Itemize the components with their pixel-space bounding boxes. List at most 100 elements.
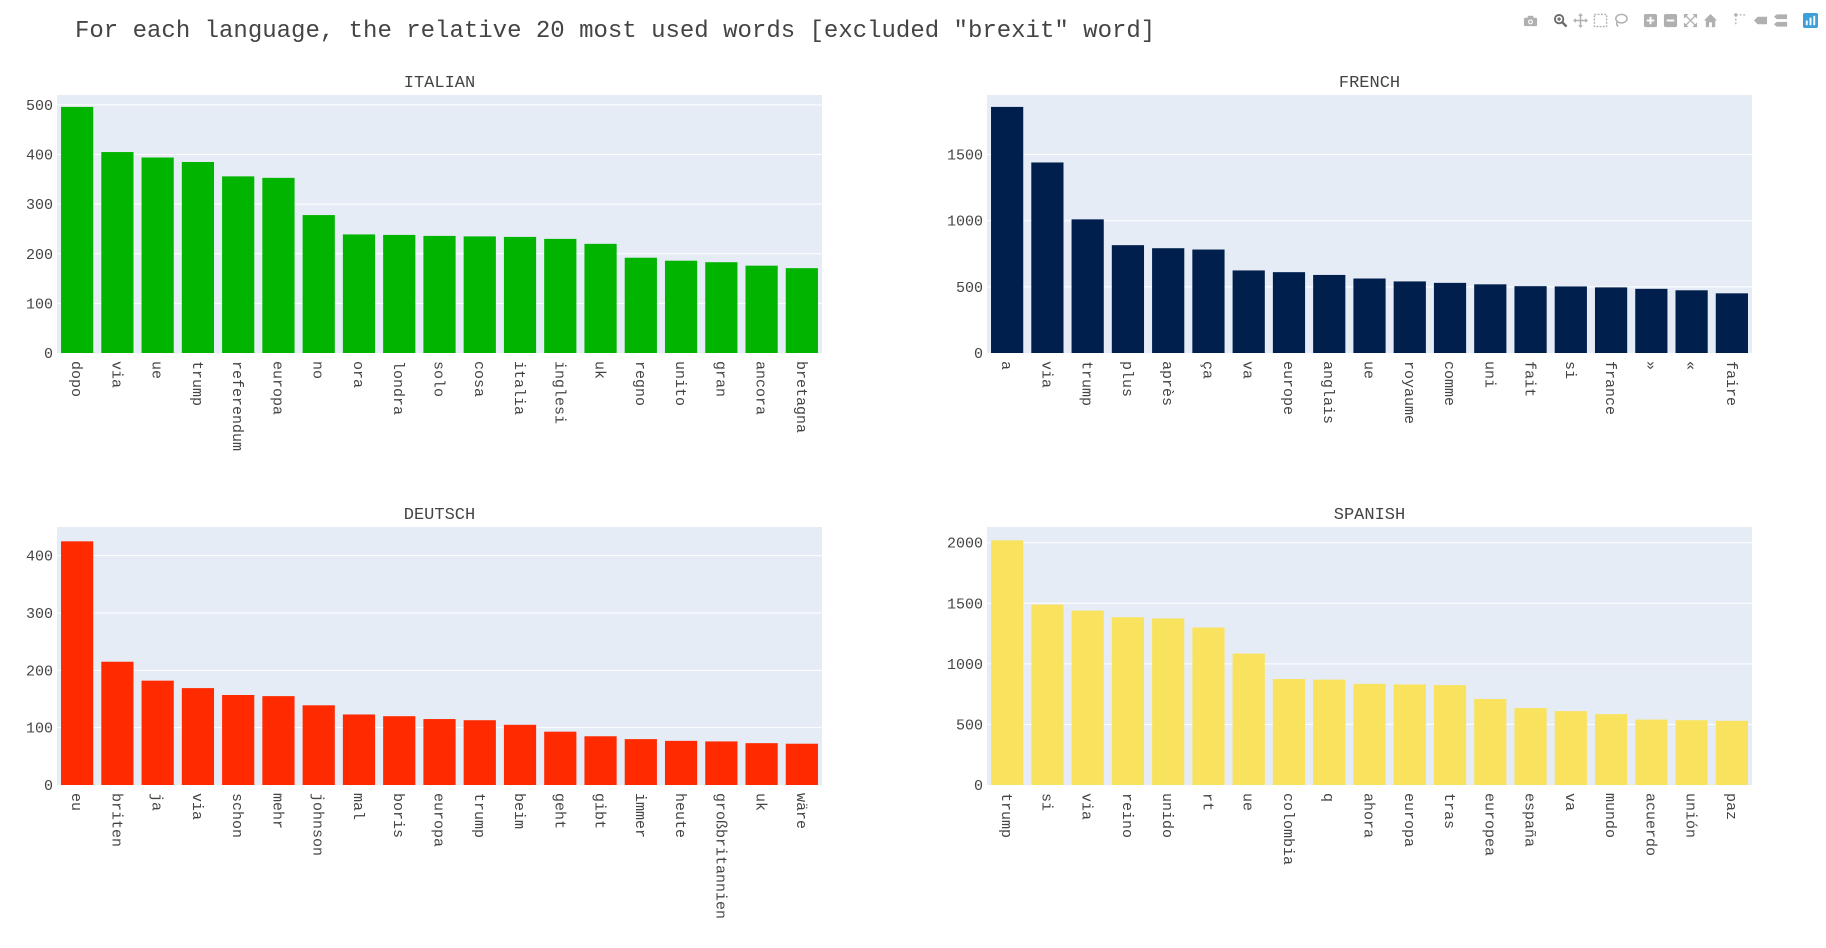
bar-trump[interactable] (1071, 219, 1104, 353)
bar-cosa[interactable] (463, 236, 496, 353)
bar-royaume[interactable] (1393, 281, 1426, 353)
bar-ca[interactable] (1192, 249, 1225, 353)
bar-via[interactable] (101, 152, 134, 353)
bar-ahora[interactable] (1353, 683, 1386, 785)
bar-johnson[interactable] (302, 705, 335, 785)
bar-dopo[interactable] (61, 106, 94, 354)
bar-eu[interactable] (61, 541, 94, 785)
bar-geht[interactable] (544, 731, 577, 785)
bar-ancora[interactable] (745, 265, 778, 353)
bar-union[interactable] (1675, 720, 1708, 785)
zoom-in-button[interactable] (1640, 10, 1660, 30)
x-tick-label: après (1158, 361, 1175, 406)
bar-ue[interactable] (141, 157, 174, 353)
bar-briten[interactable] (101, 661, 134, 785)
bar-europe[interactable] (1272, 272, 1306, 353)
bar-immer[interactable] (624, 739, 657, 785)
bar-uk[interactable] (745, 743, 778, 785)
y-tick-label: 1500 (947, 596, 983, 613)
bar-regno[interactable] (624, 257, 657, 353)
bar-reino[interactable] (1111, 617, 1145, 785)
x-tick-label: großbritannien (711, 793, 728, 919)
x-tick-label: londra (389, 361, 406, 415)
bar-tras[interactable] (1433, 685, 1467, 785)
x-tick-label: « (1682, 361, 1699, 370)
hover-compare-button[interactable] (1770, 10, 1790, 30)
bar-trump[interactable] (181, 161, 215, 353)
reset-axes-button[interactable] (1700, 10, 1720, 30)
bar-schon[interactable] (222, 694, 255, 785)
bar-ue[interactable] (1353, 278, 1386, 353)
bar-unito[interactable] (664, 260, 698, 353)
bar-europea[interactable] (1474, 699, 1507, 785)
bar-gibt[interactable] (584, 736, 617, 785)
bar-trump[interactable] (991, 540, 1024, 785)
x-tick-label: immer (631, 793, 648, 838)
bar-trump[interactable] (463, 720, 496, 785)
bar-fait[interactable] (1514, 286, 1547, 353)
bar-boris[interactable] (383, 716, 416, 785)
bar-symbol[interactable] (1635, 288, 1668, 353)
bar-paz[interactable] (1715, 720, 1748, 785)
bar-solo[interactable] (423, 235, 456, 353)
bar-symbol[interactable] (1675, 290, 1708, 353)
bar-referendum[interactable] (222, 176, 255, 353)
bar-gran[interactable] (705, 262, 738, 353)
bar-va[interactable] (1232, 270, 1265, 353)
bar-mal[interactable] (342, 714, 376, 785)
plotly-logo-button[interactable] (1800, 10, 1820, 30)
bar-heute[interactable] (664, 740, 698, 785)
bar-beim[interactable] (503, 724, 537, 785)
bar-unido[interactable] (1152, 618, 1185, 785)
autoscale-button[interactable] (1680, 10, 1700, 30)
bar-uk[interactable] (584, 243, 617, 353)
bar-a[interactable] (991, 106, 1024, 354)
bar-ware[interactable] (785, 743, 818, 785)
bar-no[interactable] (302, 215, 335, 353)
bar-ja[interactable] (141, 680, 174, 785)
bar-q[interactable] (1313, 679, 1346, 785)
bar-via[interactable] (1031, 162, 1064, 353)
bar-uni[interactable] (1474, 284, 1507, 353)
bar-comme[interactable] (1433, 282, 1467, 353)
hover-closest-button[interactable] (1750, 10, 1770, 30)
camera-button[interactable] (1520, 10, 1540, 30)
lasso-select-button[interactable] (1610, 10, 1630, 30)
bar-mehr[interactable] (262, 696, 295, 785)
x-tick-label: heute (671, 793, 688, 838)
zoom-button[interactable] (1550, 10, 1570, 30)
bar-europa[interactable] (262, 177, 295, 353)
bar-si[interactable] (1554, 286, 1587, 353)
bar-europa[interactable] (423, 719, 456, 785)
bar-va[interactable] (1554, 711, 1587, 785)
spike-lines-button[interactable] (1730, 10, 1750, 30)
bar-ora[interactable] (342, 234, 376, 353)
bar-via[interactable] (1071, 610, 1104, 785)
bar-ue[interactable] (1232, 653, 1265, 785)
bar-france[interactable] (1594, 287, 1628, 353)
bar-rt[interactable] (1192, 627, 1225, 785)
bar-italia[interactable] (503, 236, 537, 353)
bar-via[interactable] (181, 688, 215, 785)
box-select-button[interactable] (1590, 10, 1610, 30)
bar-anglais[interactable] (1313, 274, 1346, 353)
bar-colombia[interactable] (1272, 679, 1306, 785)
bar-si[interactable] (1031, 604, 1064, 785)
x-tick-label: uni (1480, 361, 1497, 388)
bar-plus[interactable] (1111, 245, 1145, 353)
bar-faire[interactable] (1715, 293, 1748, 353)
zoom-out-button[interactable] (1660, 10, 1680, 30)
bar-apres[interactable] (1152, 248, 1185, 353)
bar-bretagna[interactable] (785, 268, 818, 353)
bar-mundo[interactable] (1594, 714, 1628, 785)
x-tick-label: inglesi (550, 361, 567, 424)
bar-europa[interactable] (1393, 684, 1426, 785)
bar-inglesi[interactable] (544, 238, 577, 353)
hover-compare-icon (1773, 13, 1787, 27)
modebar-group (1730, 10, 1790, 30)
bar-grossbritannien[interactable] (705, 741, 738, 785)
bar-espana[interactable] (1514, 708, 1547, 785)
bar-londra[interactable] (383, 234, 416, 353)
bar-acuerdo[interactable] (1635, 719, 1668, 785)
pan-button[interactable] (1570, 10, 1590, 30)
